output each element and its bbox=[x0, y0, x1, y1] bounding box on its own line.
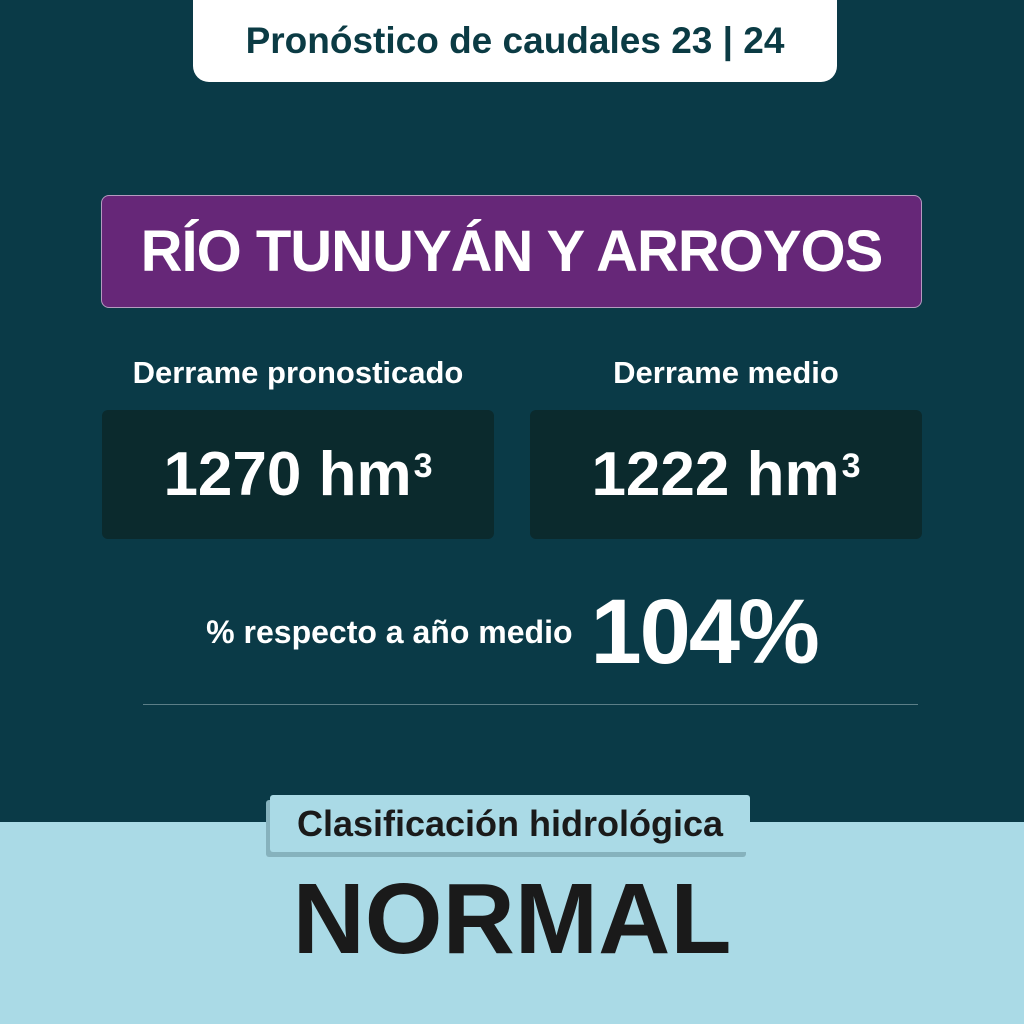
forecast-unit-exponent: 3 bbox=[413, 447, 433, 485]
percent-label: % respecto a año medio bbox=[206, 614, 573, 650]
percent-value: 104% bbox=[590, 581, 820, 683]
divider bbox=[143, 704, 918, 705]
mean-unit-exponent: 3 bbox=[841, 447, 861, 485]
forecast-value-box: 1270 hm 3 bbox=[102, 410, 494, 539]
mean-value-box: 1222 hm 3 bbox=[530, 410, 922, 539]
forecast-label: Derrame pronosticado bbox=[132, 355, 464, 390]
page-title: Pronóstico de caudales 23 | 24 bbox=[193, 0, 837, 82]
forecast-value: 1270 hm bbox=[163, 440, 412, 509]
percent-row: % respecto a año medio 104% bbox=[0, 580, 1024, 685]
mean-value: 1222 hm bbox=[591, 440, 840, 509]
bottom-panel bbox=[0, 822, 1024, 1024]
river-name-banner: RÍO TUNUYÁN Y ARROYOS bbox=[101, 195, 922, 308]
mean-label: Derrame medio bbox=[613, 355, 839, 390]
classification-label: Clasificación hidrológica bbox=[270, 795, 750, 852]
classification-value: NORMAL bbox=[292, 863, 732, 975]
